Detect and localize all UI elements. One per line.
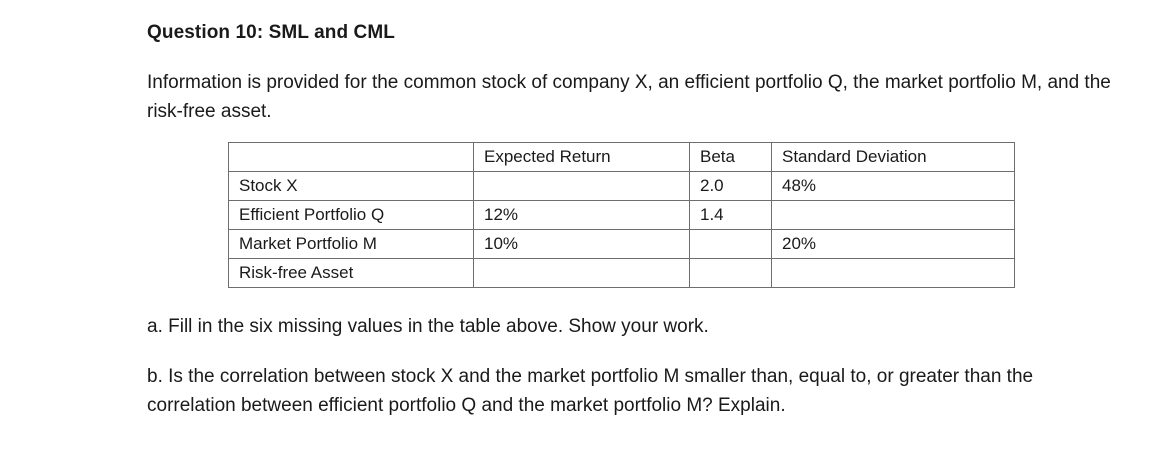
table-cell: 1.4: [689, 200, 772, 230]
table-cell: 2.0: [689, 171, 772, 201]
table-row: Efficient Portfolio Q 12% 1.4: [228, 200, 1015, 230]
question-title: Question 10: SML and CML: [147, 22, 396, 43]
table-cell: [771, 200, 1015, 230]
table-cell: 48%: [771, 171, 1015, 201]
table-cell: [771, 258, 1015, 288]
table-header-cell: Beta: [689, 142, 772, 172]
table-row: Stock X 2.0 48%: [228, 171, 1015, 201]
table-cell: 10%: [473, 229, 690, 259]
table-header-cell: [228, 142, 474, 172]
table-cell: Efficient Portfolio Q: [228, 200, 474, 230]
intro-paragraph: Information is provided for the common s…: [147, 72, 1111, 122]
table-cell: [473, 258, 690, 288]
table-header-cell: Expected Return: [473, 142, 690, 172]
table-cell: Stock X: [228, 171, 474, 201]
table-row: Risk-free Asset: [228, 258, 1015, 288]
table-cell: Risk-free Asset: [228, 258, 474, 288]
table-row: Market Portfolio M 10% 20%: [228, 229, 1015, 259]
table-cell: [473, 171, 690, 201]
table-cell: 12%: [473, 200, 690, 230]
data-table: Expected Return Beta Standard Deviation …: [228, 142, 1015, 288]
question-part-a: a. Fill in the six missing values in the…: [147, 316, 709, 337]
table-header-row: Expected Return Beta Standard Deviation: [228, 142, 1015, 172]
question-part-b: b. Is the correlation between stock X an…: [147, 366, 1034, 416]
table-cell: [689, 258, 772, 288]
table-cell: Market Portfolio M: [228, 229, 474, 259]
table-cell: [689, 229, 772, 259]
table-cell: 20%: [771, 229, 1015, 259]
table-header-cell: Standard Deviation: [771, 142, 1015, 172]
